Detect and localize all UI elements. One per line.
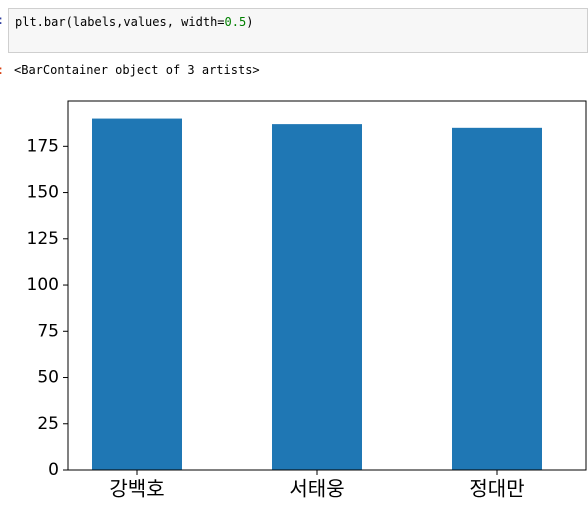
input-prompt: : <box>0 13 4 27</box>
y-tick-label: 75 <box>37 321 59 341</box>
output-prompt: : <box>0 63 4 77</box>
axes-frame <box>67 100 587 471</box>
y-tick-label: 175 <box>27 136 59 156</box>
y-tick-label: 25 <box>37 414 59 434</box>
code-token: 0.5 <box>224 15 247 29</box>
output-text: <BarContainer object of 3 artists> <box>14 63 260 77</box>
x-tick-label: 정대만 <box>469 477 524 501</box>
y-tick-label: 0 <box>48 460 59 480</box>
code: plt.bar(labels,values, width=0.5) <box>15 15 253 29</box>
bar <box>272 124 362 470</box>
y-tick-label: 50 <box>37 368 59 388</box>
y-tick-label: 125 <box>27 229 59 249</box>
code-token: plt.bar(labels,values, width= <box>15 15 225 29</box>
y-tick-label: 150 <box>27 183 59 203</box>
x-tick-label: 서태웅 <box>289 477 344 501</box>
code-cell[interactable]: plt.bar(labels,values, width=0.5) <box>8 8 588 53</box>
bar <box>452 127 542 470</box>
x-tick-label: 강백호 <box>109 477 164 501</box>
bar <box>92 118 182 471</box>
y-tick-label: 100 <box>27 275 59 295</box>
code-token: ) <box>246 15 254 29</box>
